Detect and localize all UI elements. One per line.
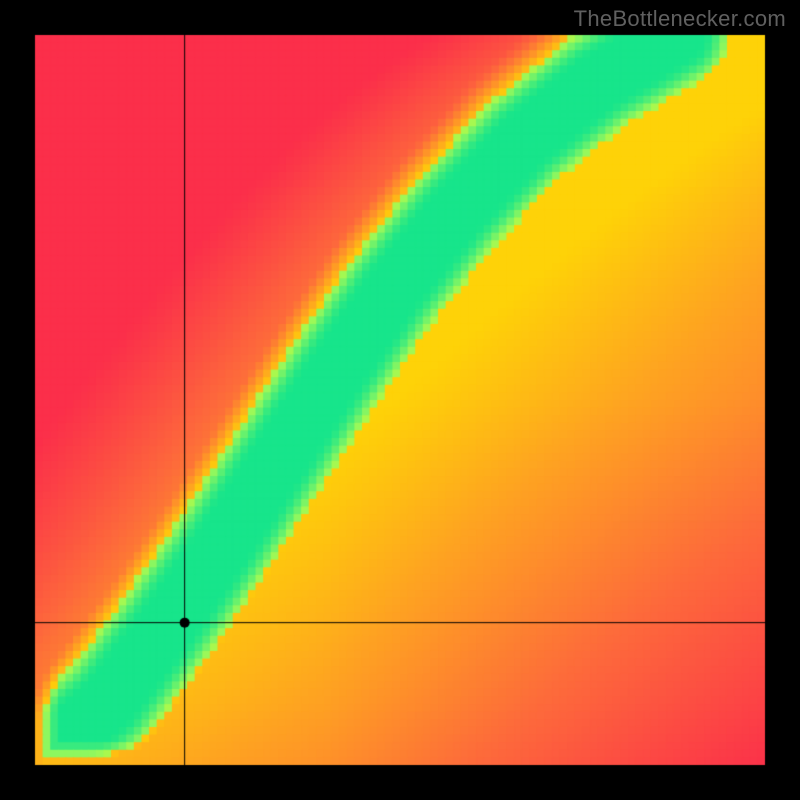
chart-container: TheBottlenecker.com bbox=[0, 0, 800, 800]
bottleneck-heatmap bbox=[0, 0, 800, 800]
watermark-label: TheBottlenecker.com bbox=[574, 6, 786, 32]
